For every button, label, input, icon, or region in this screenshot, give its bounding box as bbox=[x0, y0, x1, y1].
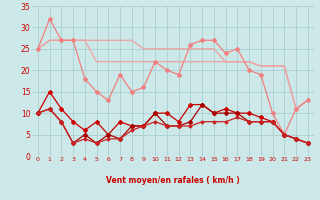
X-axis label: Vent moyen/en rafales ( km/h ): Vent moyen/en rafales ( km/h ) bbox=[106, 176, 240, 185]
